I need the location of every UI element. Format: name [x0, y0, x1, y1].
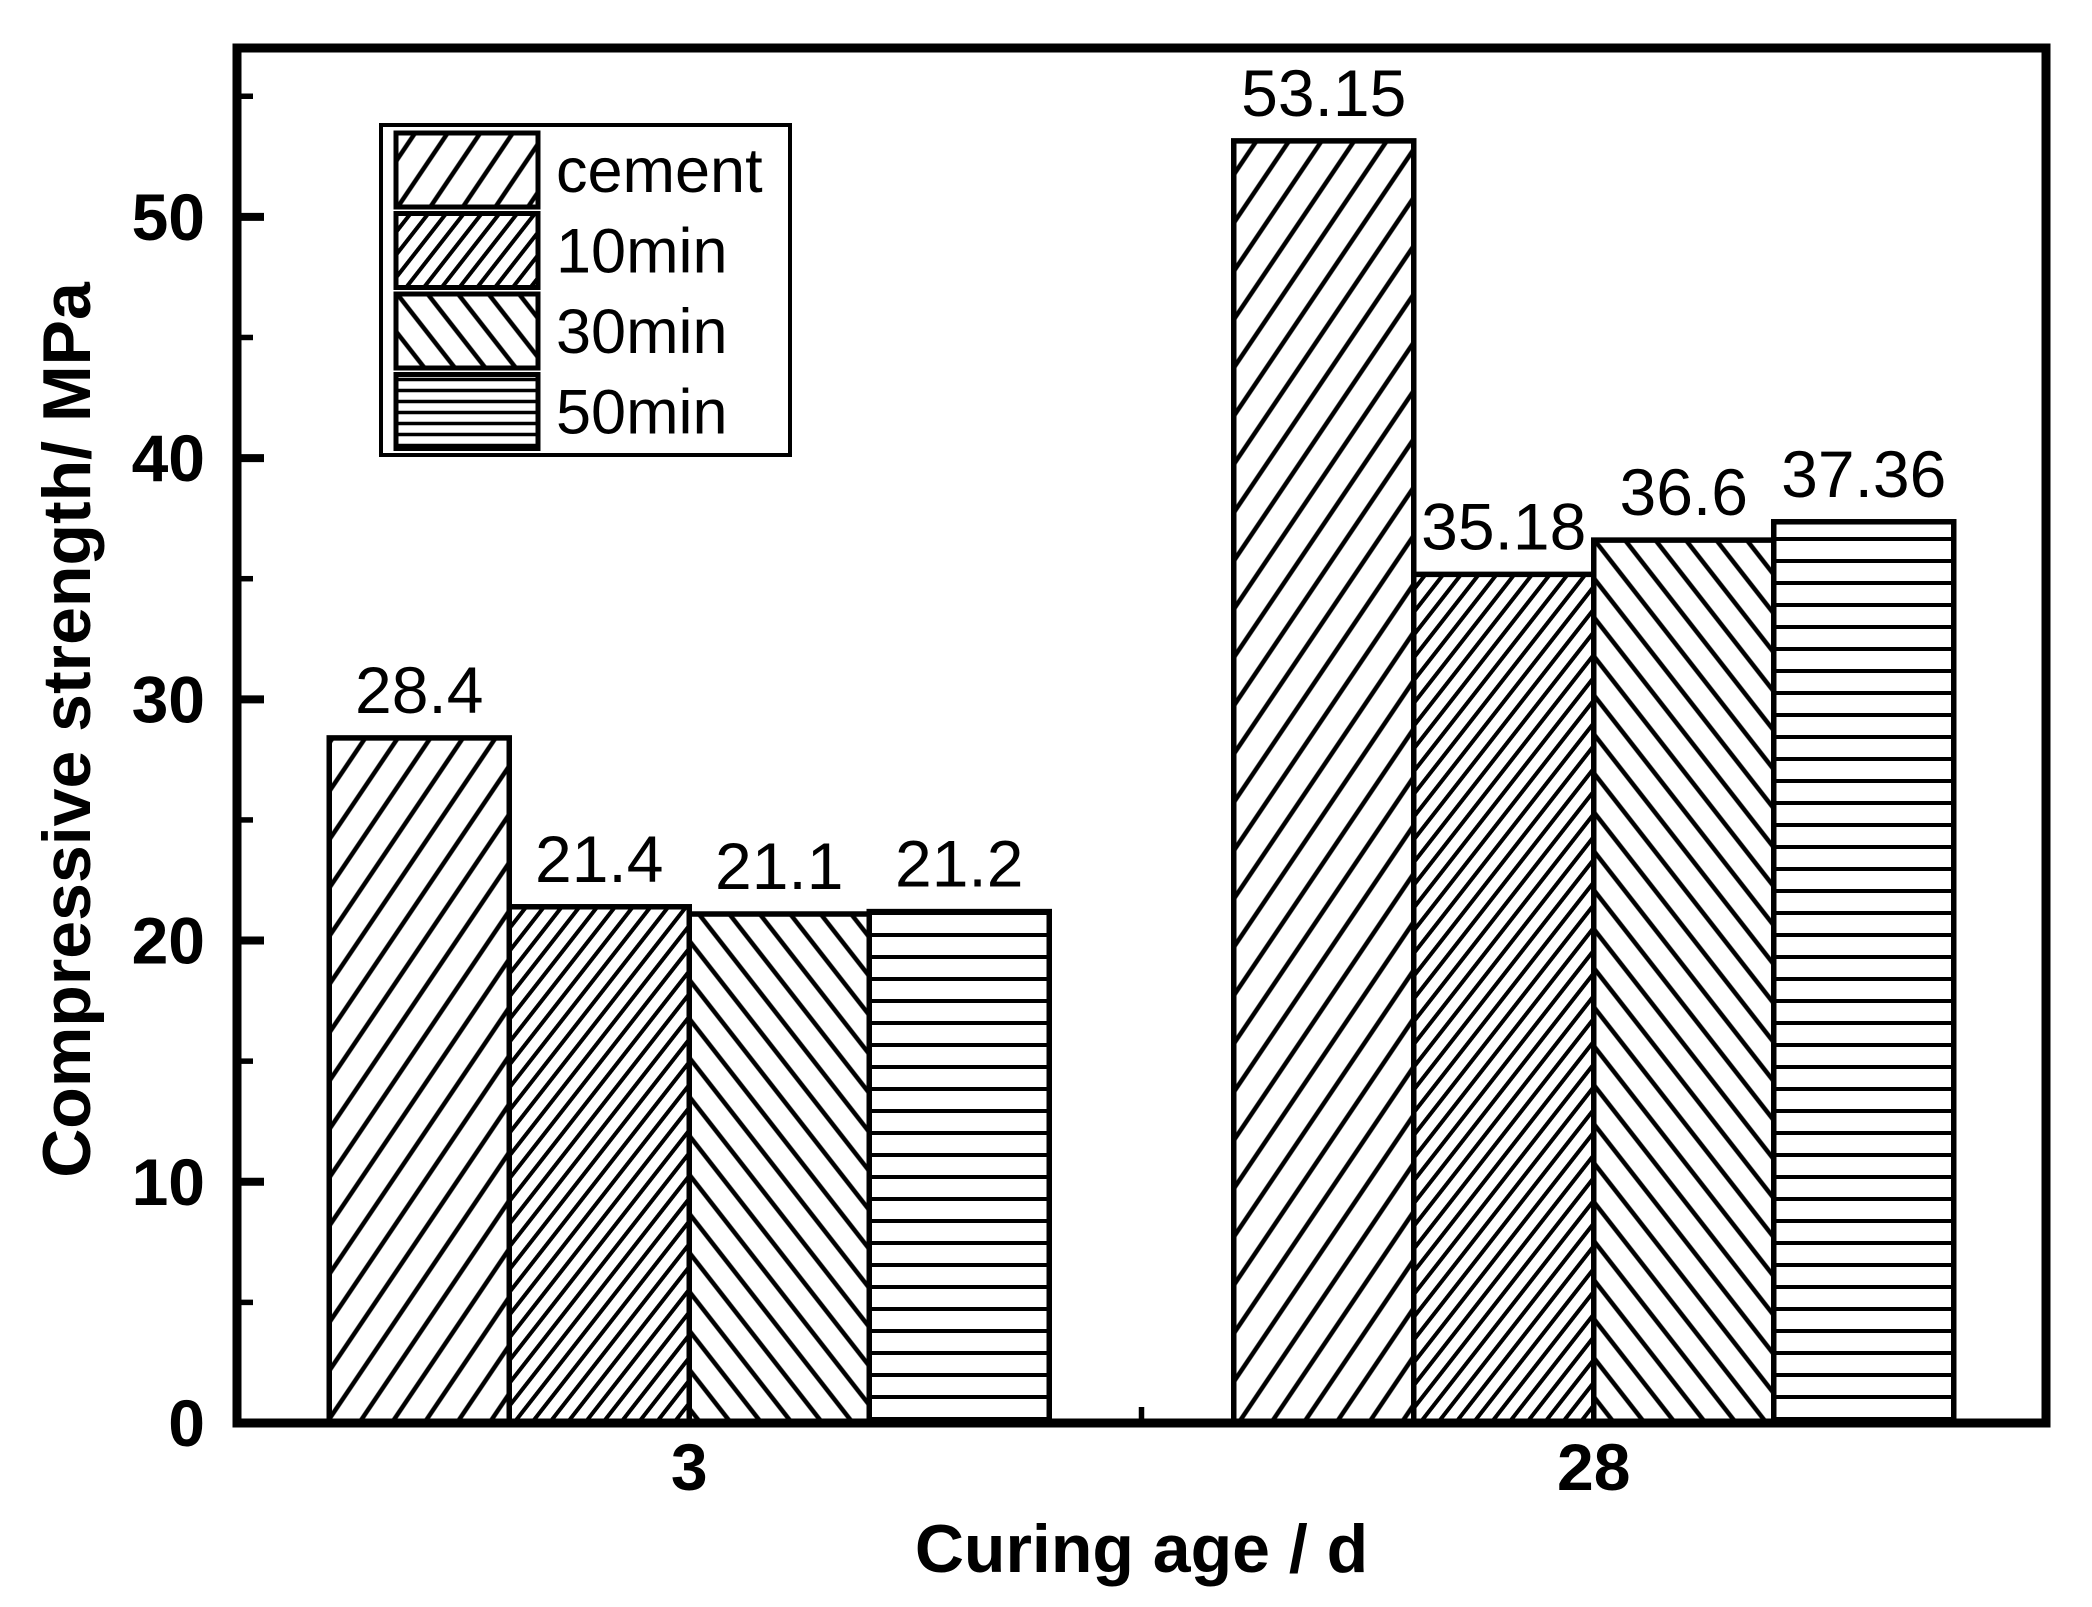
y-axis-ticks: 0 10 20 30 40 50 [132, 93, 264, 1460]
bar-value-label: 36.6 [1620, 455, 1748, 529]
bar-50min-day3 [866, 908, 1052, 1426]
bar-50min-day28 [1771, 519, 1957, 1426]
y-tick-label: 0 [168, 1386, 205, 1460]
legend-swatch-50min [393, 372, 541, 451]
bar-value-label: 53.15 [1241, 56, 1406, 130]
y-tick-label: 40 [132, 421, 205, 495]
y-tick-label: 20 [132, 904, 205, 978]
legend-label: cement [556, 136, 763, 206]
bar-30min-day28 [1591, 537, 1777, 1426]
y-tick-label: 30 [132, 662, 205, 736]
y-tick-label: 50 [132, 180, 205, 254]
bar-value-label: 21.1 [715, 829, 843, 903]
y-axis-title: Compressive strength/ MPa [29, 281, 105, 1178]
x-category-labels: 3 28 [671, 1430, 1631, 1504]
legend: cement 10min 30min 50min [379, 123, 792, 457]
legend-swatch-cement [393, 130, 541, 210]
bar-cement-day3 [326, 735, 512, 1426]
bar-value-label: 37.36 [1781, 437, 1946, 511]
x-category-label: 3 [671, 1430, 708, 1504]
legend-box [379, 123, 792, 457]
bar-value-label: 28.4 [355, 653, 483, 727]
legend-label: 50min [556, 378, 728, 448]
bar-10min-day3 [506, 904, 692, 1426]
x-axis-title: Curing age / d [915, 1511, 1368, 1587]
legend-label: 10min [556, 217, 728, 287]
bar-value-label: 35.18 [1421, 489, 1586, 563]
bar-value-labels: 28.4 21.4 21.1 21.2 53.15 35.18 36.6 37.36 [355, 56, 1946, 903]
legend-label: 30min [556, 297, 728, 367]
bar-value-label: 21.4 [535, 822, 663, 896]
bar-cement-day28 [1231, 138, 1417, 1426]
bars-group [326, 138, 1957, 1426]
x-category-label: 28 [1557, 1430, 1630, 1504]
bar-10min-day28 [1411, 571, 1597, 1426]
legend-swatch-30min [393, 291, 541, 371]
bar-value-label: 21.2 [895, 827, 1023, 901]
legend-swatch-10min [393, 211, 541, 290]
y-tick-label: 10 [132, 1145, 205, 1219]
bar-30min-day3 [686, 911, 872, 1426]
